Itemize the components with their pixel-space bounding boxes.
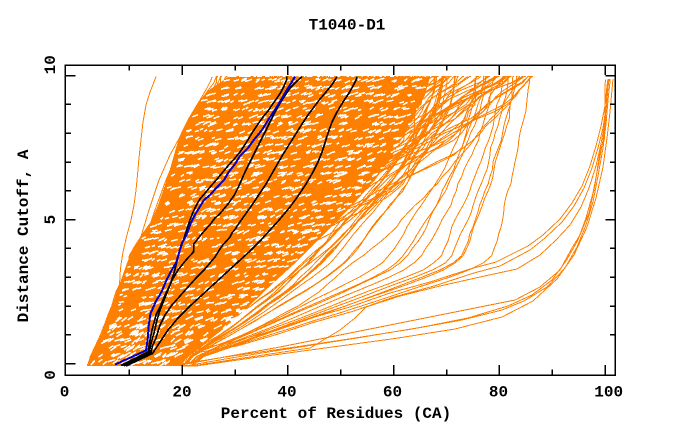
svg-text:0: 0 [42, 370, 60, 380]
svg-text:100: 100 [594, 383, 623, 401]
svg-text:0: 0 [60, 383, 70, 401]
svg-text:10: 10 [42, 55, 60, 74]
svg-text:5: 5 [42, 215, 60, 225]
svg-text:Percent of Residues (CA): Percent of Residues (CA) [221, 405, 451, 423]
svg-text:20: 20 [172, 383, 191, 401]
svg-text:T1040-D1: T1040-D1 [309, 17, 386, 35]
svg-text:80: 80 [489, 383, 508, 401]
svg-text:60: 60 [383, 383, 402, 401]
svg-text:Distance Cutoff, A: Distance Cutoff, A [15, 149, 33, 322]
svg-text:40: 40 [277, 383, 296, 401]
